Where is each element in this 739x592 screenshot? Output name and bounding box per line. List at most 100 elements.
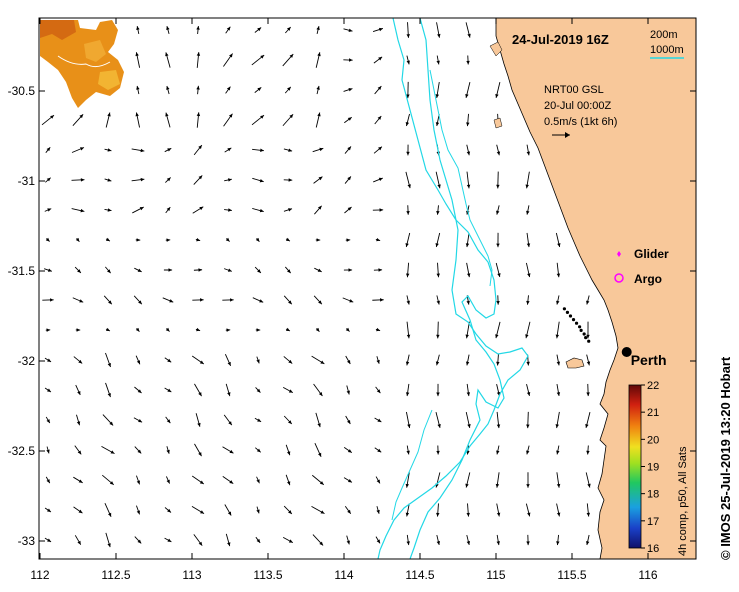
current-vector — [406, 22, 410, 38]
x-tick-label: 116 — [638, 568, 657, 582]
current-vector — [405, 472, 410, 488]
current-vector — [466, 144, 471, 156]
legend-glider: Glider — [617, 247, 669, 261]
current-vector — [193, 144, 203, 156]
current-vector — [166, 26, 170, 34]
current-vector — [285, 444, 291, 456]
current-vector — [372, 298, 384, 302]
current-vector — [465, 22, 471, 38]
glider-track-point — [574, 321, 579, 325]
coastline-wa — [495, 17, 697, 560]
legend-argo: Argo — [614, 272, 662, 286]
current-vector — [254, 87, 262, 93]
current-vector — [465, 411, 471, 429]
current-vector — [585, 411, 591, 429]
y-axis: -30.5 -31 -31.5 -32 -32.5 -33 — [8, 84, 696, 548]
current-vector — [136, 25, 140, 35]
colorbar-tick-label: 17 — [647, 516, 659, 528]
current-vector — [405, 411, 411, 429]
current-vector — [254, 417, 262, 423]
sst-patch — [40, 20, 124, 108]
current-vector — [193, 534, 203, 546]
current-vector — [345, 355, 351, 365]
current-vector — [406, 205, 410, 215]
colorbar-tick-label: 21 — [647, 407, 659, 419]
current-vector — [556, 354, 561, 366]
current-vector — [496, 534, 500, 546]
current-vector — [312, 147, 324, 153]
current-vector — [224, 178, 232, 182]
current-vector — [196, 112, 201, 128]
current-vector — [436, 534, 441, 546]
current-vector — [556, 383, 561, 397]
current-vector — [165, 206, 171, 214]
current-vector — [465, 82, 471, 98]
current-vector — [376, 356, 380, 364]
current-vector — [192, 298, 204, 302]
current-vector — [224, 504, 232, 516]
current-vector — [345, 327, 350, 332]
current-vector — [406, 295, 410, 305]
current-vector — [135, 52, 141, 68]
current-vector — [314, 443, 322, 457]
x-tick-label: 113 — [182, 568, 201, 582]
legend-argo-label: Argo — [634, 272, 662, 286]
current-vector — [224, 208, 232, 212]
current-vector — [71, 147, 85, 153]
glider-icon — [617, 251, 621, 257]
contour-200m — [392, 17, 505, 560]
sst-patch-mid — [84, 40, 106, 62]
current-vector — [255, 237, 260, 243]
current-vector — [285, 26, 291, 34]
current-vector — [196, 25, 200, 35]
current-vector — [435, 171, 441, 189]
current-vector — [134, 446, 142, 454]
current-vector — [222, 446, 234, 454]
current-vector — [105, 237, 111, 242]
current-vector — [222, 475, 234, 485]
y-tick-label: -33 — [18, 534, 36, 548]
current-vector — [251, 114, 265, 126]
x-tick-label: 114 — [334, 568, 353, 582]
current-vector — [223, 268, 233, 272]
current-vector — [436, 383, 440, 397]
current-vector — [436, 503, 440, 517]
contour-1000m-lower — [391, 409, 433, 521]
glider-track-point — [584, 336, 588, 340]
current-vector — [406, 445, 410, 455]
current-vector — [466, 383, 471, 397]
current-vector — [316, 25, 320, 35]
y-tick-label: -31.5 — [8, 264, 36, 278]
current-vector — [526, 295, 530, 305]
current-vector — [225, 86, 231, 94]
current-vector — [345, 415, 351, 425]
current-vector — [343, 447, 353, 453]
current-vector — [311, 355, 325, 365]
current-vector — [75, 328, 81, 332]
current-vector — [555, 232, 561, 248]
current-vector — [223, 414, 233, 426]
current-vector — [525, 262, 531, 278]
current-vector — [436, 55, 440, 65]
current-vector — [313, 176, 323, 184]
current-vector — [132, 206, 144, 214]
contour-1000m-inner — [429, 69, 493, 287]
current-vector — [466, 534, 471, 546]
current-vector — [586, 503, 591, 517]
current-vector — [105, 382, 111, 398]
current-vector — [346, 535, 350, 545]
current-vector — [406, 55, 410, 65]
current-vector — [43, 268, 53, 272]
current-vector — [45, 416, 51, 424]
current-vector — [586, 354, 591, 366]
current-vector — [72, 113, 84, 127]
current-vector — [191, 505, 205, 515]
current-vector — [316, 85, 320, 95]
current-vector — [435, 81, 440, 99]
current-vector — [315, 52, 321, 68]
current-vector — [436, 262, 440, 278]
glider-track — [562, 307, 591, 343]
colorbar-title: 4h comp, p50, All Sats — [677, 446, 689, 556]
current-vector — [405, 503, 410, 517]
current-vector — [101, 445, 115, 455]
